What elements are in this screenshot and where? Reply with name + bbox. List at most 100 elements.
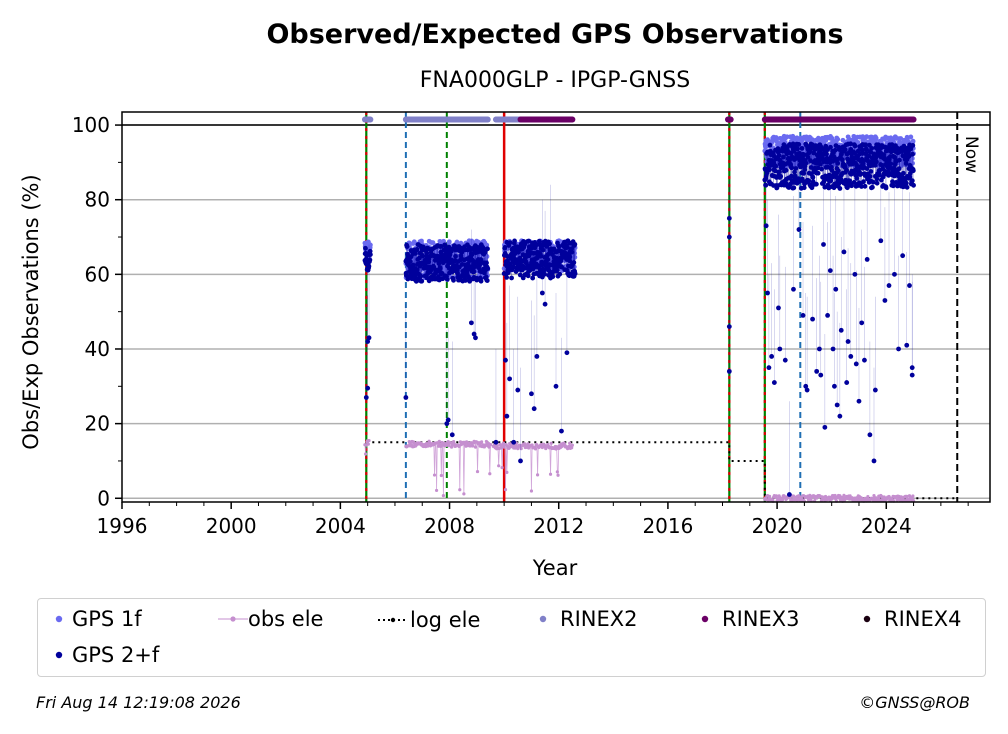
obs-ele-line xyxy=(493,441,573,491)
gps-2f-point xyxy=(485,266,491,271)
gps-2f-point xyxy=(813,181,819,187)
obs-ele-point xyxy=(503,488,508,492)
gps-2f-point xyxy=(444,277,450,282)
gps-2f-point xyxy=(538,253,544,259)
gps-2f-point xyxy=(890,183,896,189)
gps-2f-point xyxy=(888,149,894,155)
rinex2-point xyxy=(484,116,491,123)
gps-2f-point xyxy=(907,283,912,288)
obs-ele-point xyxy=(570,443,574,447)
gps-2f-point xyxy=(507,240,513,246)
gps-2f-point xyxy=(838,327,844,333)
obs-ele-point xyxy=(823,494,828,499)
gps-2f-point xyxy=(463,278,468,283)
obs-ele-point xyxy=(519,447,523,451)
gps-1f-point xyxy=(484,242,490,248)
gps-2f-point xyxy=(484,278,490,283)
gps-2f-point xyxy=(529,391,534,397)
obs-ele-line xyxy=(405,439,491,496)
gps-2f-point xyxy=(863,142,869,148)
obs-ele-point xyxy=(441,494,446,498)
x-tick-label: 2012 xyxy=(533,514,584,538)
obs-ele-point xyxy=(568,441,572,445)
gps-2f-point xyxy=(874,180,880,186)
y-tick-label: 80 xyxy=(85,188,110,212)
gps-2f-point xyxy=(789,165,794,171)
obs-ele-point xyxy=(473,445,478,449)
gps-2f-point xyxy=(567,254,573,260)
gps-2f-point xyxy=(832,383,837,389)
gps-2f-point xyxy=(438,243,444,249)
gps-1f-point xyxy=(835,136,841,142)
obs-ele-point xyxy=(434,488,439,493)
gps-2f-point xyxy=(459,249,465,255)
footer-timestamp: Fri Aug 14 12:19:08 2026 xyxy=(36,693,241,712)
gps-2f-point xyxy=(471,331,477,337)
gps-2f-point xyxy=(363,395,369,400)
gps-2f-point xyxy=(872,387,878,393)
gps-2f-point xyxy=(726,215,732,221)
gps-2f-point xyxy=(871,458,877,464)
gps-2f-point xyxy=(777,346,783,352)
legend-label-rinex3: RINEX3 xyxy=(722,607,800,631)
gps-2f-point xyxy=(793,166,799,171)
legend-label-gps-2f: GPS 2+f xyxy=(72,643,160,667)
legend-marker-obs-ele xyxy=(218,616,248,622)
gps-2f-point xyxy=(821,242,826,247)
gps-1f-point xyxy=(454,239,460,245)
gps-2f-point xyxy=(512,238,517,244)
gps-2f-point xyxy=(862,183,868,189)
gps-2f-point xyxy=(778,174,784,179)
gps-2f-point xyxy=(804,387,810,393)
gps-2f-point xyxy=(468,320,474,326)
obs-ele-point xyxy=(533,447,538,451)
legend-item-rinex2: RINEX2 xyxy=(528,607,638,631)
obs-ele-point xyxy=(366,442,370,446)
gps-2f-point xyxy=(897,157,902,163)
gps-2f-point xyxy=(511,439,517,445)
gps-2f-point xyxy=(449,432,455,438)
gps-2f-point xyxy=(801,171,807,176)
gps-2f-point xyxy=(524,260,529,266)
gps-2f-point xyxy=(518,458,523,464)
obs-ele-point xyxy=(447,444,451,448)
legend-marker-gps-2f xyxy=(55,651,63,659)
gps-2f-point xyxy=(803,383,809,389)
obs-ele-point xyxy=(462,492,466,496)
gps-2f-point xyxy=(892,173,897,179)
gps-2f-point xyxy=(797,150,802,156)
gps-2f-point xyxy=(870,184,875,190)
gps-2f-point xyxy=(404,244,410,249)
gps-2f-point xyxy=(788,173,794,179)
legend-marker-rinex2 xyxy=(539,615,547,623)
gps-2f-point xyxy=(363,256,369,262)
gps-2f-point xyxy=(903,180,909,186)
gps-2f-point xyxy=(815,170,821,176)
obs-ele-point xyxy=(555,470,559,474)
gps-2f-point xyxy=(890,179,895,185)
gps-2f-point xyxy=(817,346,822,352)
gps-2f-point xyxy=(868,169,874,174)
gps-2f-point xyxy=(451,277,456,283)
gps-2f-point xyxy=(862,357,867,363)
gps-2f-point xyxy=(814,368,820,374)
chart-title: Observed/Expected GPS Observations xyxy=(266,19,843,50)
gps-2f-point xyxy=(849,183,854,189)
gps-2f-point xyxy=(765,290,770,296)
gps-2f-point xyxy=(522,242,528,247)
gps-2f-point xyxy=(810,316,815,322)
gps-2f-point xyxy=(828,144,833,150)
plot-frame xyxy=(121,111,991,503)
gps-2f-point xyxy=(803,160,809,166)
gps-2f-point xyxy=(557,271,563,277)
obs-ele-point xyxy=(432,473,437,477)
gps-2f-point xyxy=(777,169,782,175)
gps-2f-point xyxy=(833,286,839,292)
gps-2f-point xyxy=(418,273,424,279)
gps-2f-point xyxy=(493,439,499,445)
obs-ele-point xyxy=(458,488,462,492)
gps-2f-point xyxy=(505,258,511,264)
gps-2f-point xyxy=(852,143,858,149)
gps-2f-point xyxy=(485,246,490,252)
rinex3-point xyxy=(569,116,576,123)
